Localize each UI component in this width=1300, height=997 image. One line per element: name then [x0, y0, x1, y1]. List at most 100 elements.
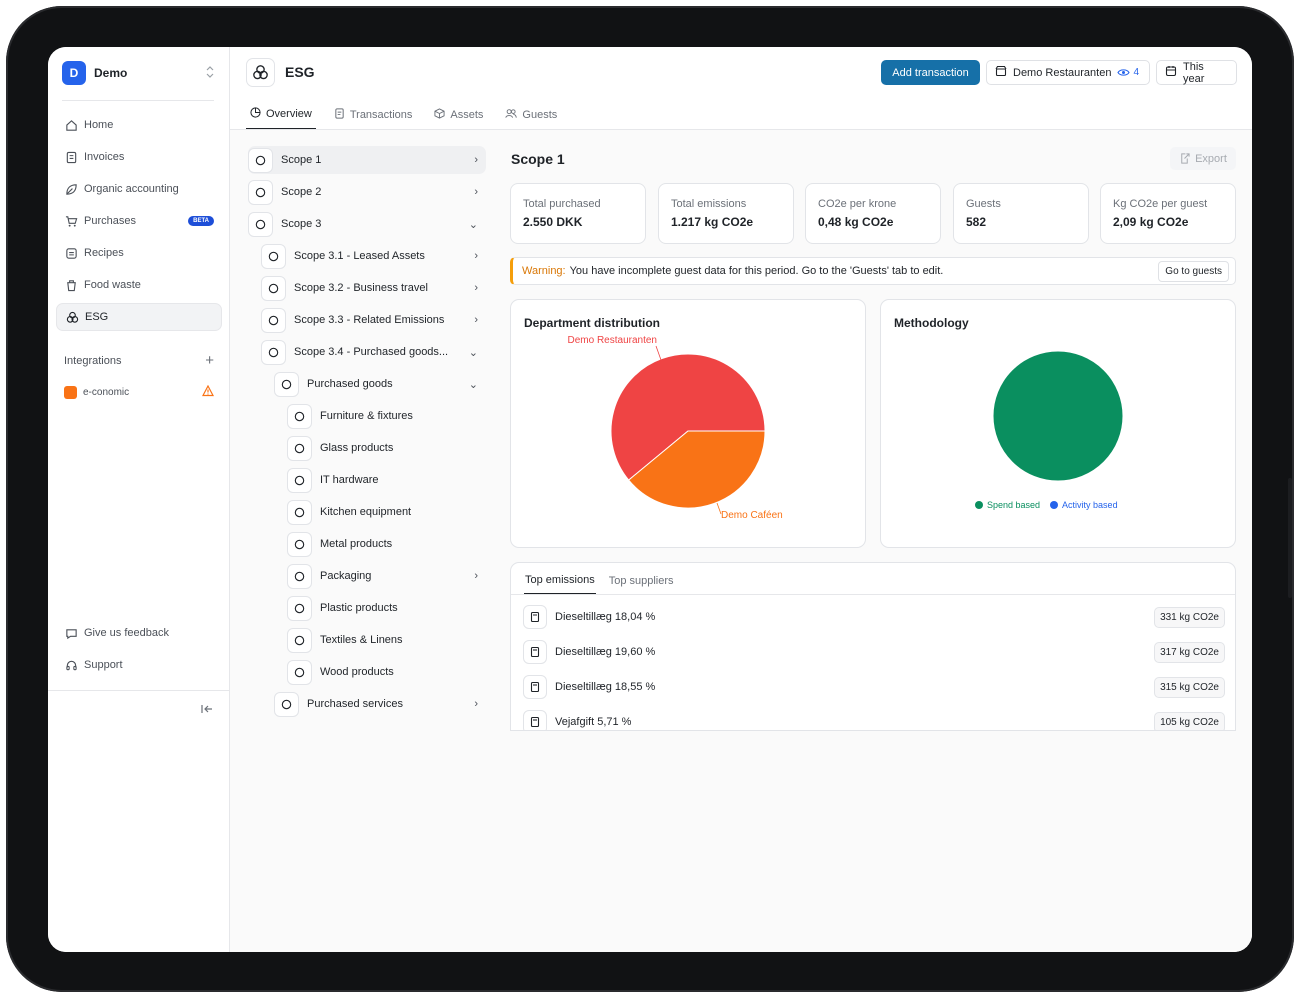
- add-integration-icon[interactable]: +: [205, 352, 214, 369]
- stat-label: CO2e per krone: [818, 198, 897, 210]
- chevron-down-icon[interactable]: ⌄: [468, 346, 478, 359]
- tree-item[interactable]: IT hardware: [287, 466, 486, 494]
- export-button[interactable]: Export: [1170, 147, 1236, 170]
- emission-row[interactable]: Vejafgift 5,71 % 105 kg CO2e: [523, 709, 1225, 730]
- tree-item[interactable]: Furniture & fixtures: [287, 402, 486, 430]
- tree-item[interactable]: Metal products: [287, 530, 486, 558]
- sidebar-item-purchases[interactable]: Purchases BETA: [56, 207, 222, 235]
- tree-item-label: Scope 3.1 - Leased Assets: [294, 250, 425, 262]
- collapse-sidebar-icon[interactable]: [201, 703, 213, 717]
- tab-label: Guests: [522, 109, 558, 121]
- tree-item-label: IT hardware: [320, 474, 379, 486]
- sidebar-item-food-waste[interactable]: Food waste: [56, 271, 222, 299]
- sidebar-item-organic-accounting[interactable]: Organic accounting: [56, 175, 222, 203]
- esg-page-icon: [246, 58, 275, 87]
- integration-economic[interactable]: e-conomic: [64, 384, 214, 400]
- chevron-right-icon[interactable]: ›: [474, 250, 478, 262]
- sidebar-item-invoices[interactable]: Invoices: [56, 143, 222, 171]
- chevron-right-icon[interactable]: ›: [474, 186, 478, 198]
- stat-label: Total emissions: [671, 198, 747, 210]
- emission-row[interactable]: Dieseltillæg 18,04 % 331 kg CO2e: [523, 604, 1225, 630]
- sidebar-item-esg[interactable]: ESG: [56, 303, 222, 331]
- pie-slice-demo-cafeen[interactable]: [627, 430, 766, 509]
- sidebar-item-label: Support: [84, 659, 123, 671]
- stat-value: 582: [966, 215, 987, 229]
- volume-button: [1288, 478, 1292, 598]
- emission-value: 317 kg CO2e: [1154, 641, 1225, 663]
- chevron-down-icon[interactable]: ⌄: [468, 378, 478, 391]
- category-icon: [287, 595, 312, 621]
- sidebar-item-label: Purchases: [84, 215, 136, 227]
- chevron-updown-icon: [206, 65, 214, 81]
- tree-item[interactable]: Scope 3.2 - Business travel ›: [261, 274, 486, 302]
- chevron-right-icon[interactable]: ›: [474, 154, 478, 166]
- tree-item[interactable]: Packaging ›: [287, 562, 486, 590]
- stat-value: 2,09 kg CO2e: [1113, 215, 1189, 229]
- box-icon: [434, 108, 445, 122]
- chevron-down-icon[interactable]: ⌄: [468, 218, 478, 231]
- legend-label: Activity based: [1062, 500, 1118, 510]
- sidebar-nav: Home Invoices Organic accounting Purchas…: [56, 111, 222, 335]
- tree-item[interactable]: Scope 3.3 - Related Emissions ›: [261, 306, 486, 334]
- sidebar-item-recipes[interactable]: Recipes: [56, 239, 222, 267]
- tab-guests[interactable]: Guests: [501, 103, 561, 127]
- page-tabs: Overview Transactions Assets Guests: [246, 103, 575, 130]
- emission-row[interactable]: Dieseltillæg 19,60 % 317 kg CO2e: [523, 639, 1225, 665]
- sidebar-bottom: Give us feedback Support: [56, 619, 222, 683]
- tree-item[interactable]: Scope 2 ›: [248, 178, 486, 206]
- tree-item-label: Plastic products: [320, 602, 398, 614]
- legend-item-activity-based[interactable]: Activity based: [1050, 500, 1118, 510]
- category-icon: [287, 659, 312, 685]
- sidebar-item-feedback[interactable]: Give us feedback: [56, 619, 222, 647]
- fuel-icon: [523, 640, 547, 664]
- feedback-icon: [64, 626, 78, 640]
- legend-item-spend-based[interactable]: Spend based: [975, 500, 1040, 510]
- pie-leader-line: [655, 345, 662, 361]
- chevron-right-icon[interactable]: ›: [474, 314, 478, 326]
- category-icon: [287, 467, 312, 493]
- pie-slice-spend-based[interactable]: [992, 350, 1124, 482]
- emission-row[interactable]: Dieseltillæg 18,55 % 315 kg CO2e: [523, 674, 1225, 700]
- tree-item[interactable]: Scope 3.1 - Leased Assets ›: [261, 242, 486, 270]
- methodology-card: Methodology Spend based Activity based: [880, 299, 1236, 548]
- emission-value: 331 kg CO2e: [1154, 606, 1225, 628]
- tab-top-suppliers[interactable]: Top suppliers: [608, 575, 674, 587]
- tree-item[interactable]: Kitchen equipment: [287, 498, 486, 526]
- tab-top-emissions[interactable]: Top emissions: [524, 567, 596, 595]
- stat-co2e-per-guest: Kg CO2e per guest 2,09 kg CO2e: [1100, 183, 1236, 244]
- tree-item[interactable]: Purchased goods ⌄: [274, 370, 486, 398]
- tree-item[interactable]: Scope 3.4 - Purchased goods... ⌄: [261, 338, 486, 366]
- location-selector[interactable]: Demo Restauranten 4: [986, 60, 1150, 85]
- org-name: Demo: [94, 66, 128, 80]
- tree-item[interactable]: Scope 1 ›: [248, 146, 486, 174]
- sidebar-item-label: Organic accounting: [84, 183, 179, 195]
- tree-item[interactable]: Wood products: [287, 658, 486, 686]
- pie-slice-demo-restauranten[interactable]: [610, 353, 766, 481]
- tree-item-label: Kitchen equipment: [320, 506, 412, 518]
- org-avatar: D: [62, 61, 86, 85]
- sidebar-item-home[interactable]: Home: [56, 111, 222, 139]
- sidebar-item-support[interactable]: Support: [56, 651, 222, 679]
- viewers-number: 4: [1133, 67, 1140, 78]
- add-transaction-button[interactable]: Add transaction: [881, 60, 980, 85]
- stat-guests: Guests 582: [953, 183, 1089, 244]
- org-switcher[interactable]: D Demo: [62, 60, 214, 86]
- category-icon: [248, 147, 273, 173]
- tab-transactions[interactable]: Transactions: [330, 103, 417, 127]
- tab-overview[interactable]: Overview: [246, 103, 316, 130]
- chevron-right-icon[interactable]: ›: [474, 698, 478, 710]
- go-to-guests-button[interactable]: Go to guests: [1158, 260, 1229, 282]
- tree-item[interactable]: Textiles & Linens: [287, 626, 486, 654]
- pie-leader-line: [716, 502, 722, 515]
- tree-item-label: Glass products: [320, 442, 394, 454]
- tree-item[interactable]: Glass products: [287, 434, 486, 462]
- period-selector[interactable]: This year: [1156, 60, 1237, 85]
- tab-assets[interactable]: Assets: [430, 103, 487, 127]
- tree-item[interactable]: Purchased services ›: [274, 690, 486, 718]
- chevron-right-icon[interactable]: ›: [474, 282, 478, 294]
- emission-value: 105 kg CO2e: [1154, 711, 1225, 730]
- tree-item[interactable]: Plastic products: [287, 594, 486, 622]
- chevron-right-icon[interactable]: ›: [474, 570, 478, 582]
- tree-item[interactable]: Scope 3 ⌄: [248, 210, 486, 238]
- home-icon: [64, 118, 78, 132]
